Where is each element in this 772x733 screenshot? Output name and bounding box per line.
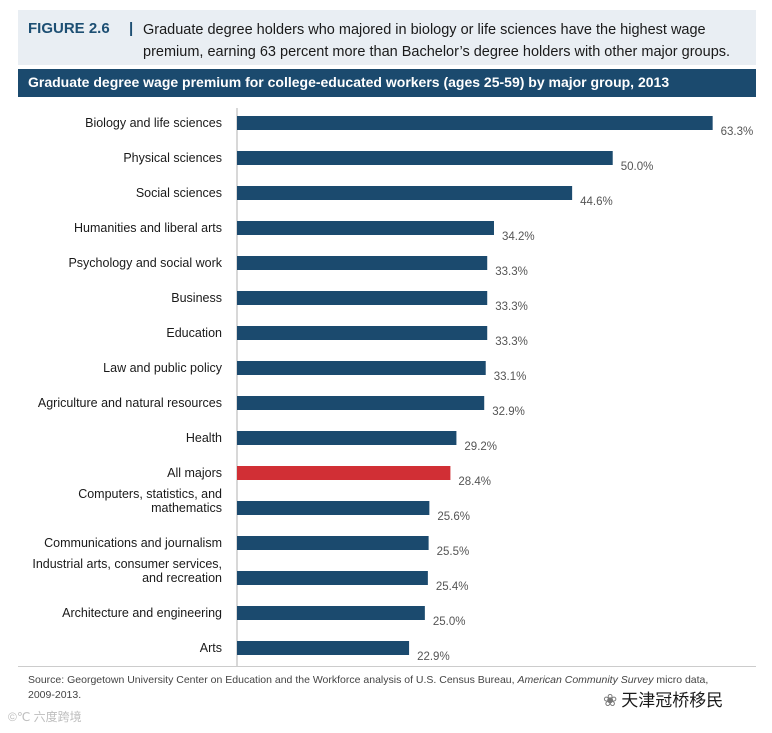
chart-title-bar: Graduate degree wage premium for college… [18, 69, 756, 97]
category-label-1: Physical sciences [123, 151, 222, 165]
bar-5 [237, 291, 488, 305]
wechat-icon: ❀ [603, 691, 618, 710]
figure-header: FIGURE 2.6 | Graduate degree holders who… [18, 10, 756, 65]
category-label-5: Business [171, 291, 222, 305]
bar-11 [237, 501, 430, 515]
figure-separator: | [129, 20, 134, 37]
bar-12 [237, 536, 429, 550]
bar-3 [237, 221, 494, 235]
source-survey-name: American Community Survey [517, 674, 654, 686]
bar-7 [237, 361, 486, 375]
value-label-14: 25.0% [433, 616, 466, 628]
value-label-15: 22.9% [417, 651, 450, 663]
category-label-3: Humanities and liberal arts [74, 221, 222, 235]
bar-10 [237, 466, 451, 480]
bar-6 [237, 326, 488, 340]
source-suffix: micro data, 2009-2013. [28, 674, 709, 701]
source-note: Source: Georgetown University Center on … [28, 673, 728, 703]
figure-label: FIGURE 2.6 [28, 20, 110, 37]
watermark-right-text: 天津冠桥移民 [621, 691, 724, 710]
category-label-14: Architecture and engineering [62, 606, 222, 620]
footer-divider [18, 666, 756, 667]
value-label-9: 29.2% [464, 441, 497, 453]
watermark-left: ©℃ 六度跨境 [8, 710, 82, 724]
category-label-8: Agriculture and natural resources [38, 396, 222, 410]
figure-caption: Graduate degree holders who majored in b… [143, 22, 731, 60]
bar-14 [237, 606, 425, 620]
category-label-10: All majors [167, 466, 222, 480]
bar-0 [237, 116, 713, 130]
value-label-3: 34.2% [502, 231, 535, 243]
value-label-5: 33.3% [495, 301, 528, 313]
source-prefix: Source: Georgetown University Center on … [28, 674, 518, 686]
bar-9 [237, 431, 457, 445]
category-label-2: Social sciences [136, 186, 222, 200]
category-label-12: Communications and journalism [44, 536, 222, 550]
bar-2 [237, 186, 573, 200]
value-label-6: 33.3% [495, 336, 528, 348]
value-label-1: 50.0% [621, 161, 654, 173]
category-label-15: Arts [200, 641, 222, 655]
category-label-4: Psychology and social work [68, 256, 222, 270]
category-label-13: Industrial arts, consumer services, and r… [32, 557, 222, 585]
value-label-4: 33.3% [495, 266, 528, 278]
value-label-13: 25.4% [436, 581, 469, 593]
category-label-11: Computers, statistics, and mathematics [78, 487, 222, 515]
value-label-11: 25.6% [437, 511, 470, 523]
value-label-7: 33.1% [494, 371, 527, 383]
bar-15 [237, 641, 410, 655]
bar-chart: Biology and life sciences 63.3% Physical s… [32, 108, 754, 666]
value-label-0: 63.3% [721, 126, 754, 138]
category-label-7: Law and public policy [103, 361, 223, 375]
chart-title: Graduate degree wage premium for college… [28, 74, 670, 90]
category-label-6: Education [166, 326, 222, 340]
value-label-12: 25.5% [437, 546, 470, 558]
bar-1 [237, 151, 613, 165]
bar-4 [237, 256, 488, 270]
category-label-9: Health [186, 431, 222, 445]
value-label-2: 44.6% [580, 196, 613, 208]
value-label-10: 28.4% [458, 476, 491, 488]
bar-13 [237, 571, 428, 585]
category-label-0: Biology and life sciences [85, 116, 222, 130]
value-label-8: 32.9% [492, 406, 525, 418]
bar-8 [237, 396, 485, 410]
watermark-right: ❀ 天津冠桥移民 [603, 686, 723, 711]
